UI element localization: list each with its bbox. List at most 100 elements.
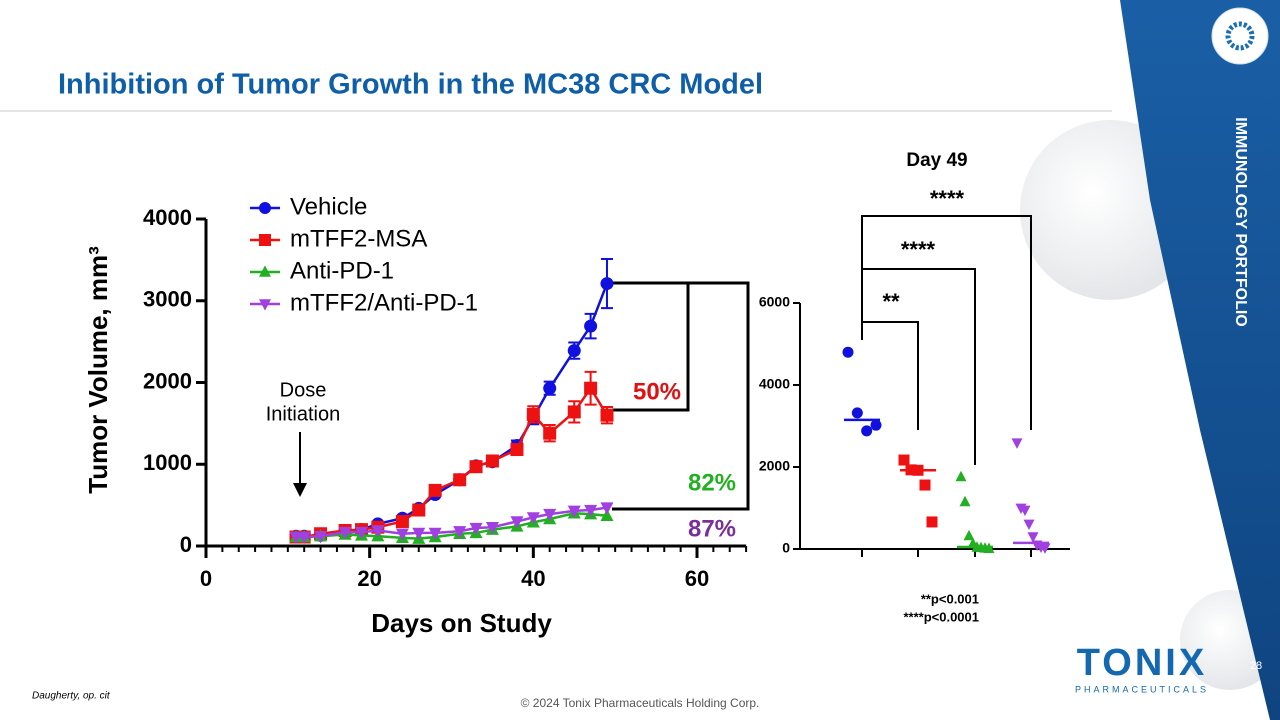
percent-label: 50% (633, 378, 681, 405)
data-point (919, 479, 931, 491)
annotation: Dose (280, 379, 327, 401)
data-point (543, 381, 557, 395)
x-tick-label: 0 (200, 566, 212, 591)
data-point (963, 529, 975, 541)
data-point (526, 407, 540, 421)
data-point (1039, 543, 1051, 554)
significance: ** (882, 289, 900, 314)
legend-marker (259, 202, 271, 214)
data-point (584, 381, 598, 395)
data-point (371, 525, 385, 538)
percent-label: 87% (688, 515, 736, 542)
footnote: **p<0.001 (921, 591, 979, 606)
data-point (600, 277, 614, 291)
x-tick-label: 60 (685, 566, 709, 591)
legend-marker (259, 299, 271, 311)
data-point (584, 319, 598, 333)
data-point (600, 408, 614, 422)
logo-subtext: PHARMACEUTICALS (1075, 684, 1209, 694)
data-point (412, 527, 426, 541)
data-point (412, 503, 426, 517)
legend-label: Vehicle (290, 193, 367, 220)
legend-label: mTFF2-MSA (290, 225, 427, 252)
series-line (296, 512, 608, 540)
data-point (567, 405, 581, 419)
data-point (870, 419, 882, 431)
data-point (510, 516, 524, 529)
data-point (600, 508, 614, 521)
y-tick-label: 2000 (143, 368, 192, 393)
x-tick-label: 20 (357, 566, 381, 591)
y-axis-label: Tumor Volume, mm³ (83, 246, 113, 494)
series-line (296, 506, 608, 539)
significance: **** (930, 186, 965, 211)
data-point (526, 512, 540, 525)
data-point (428, 527, 442, 541)
slide-title: Inhibition of Tumor Growth in the MC38 C… (58, 69, 763, 101)
footnote: ****p<0.0001 (903, 609, 979, 624)
data-point (338, 526, 352, 540)
bracket (612, 281, 690, 412)
data-point (543, 426, 557, 440)
data-point (1027, 532, 1039, 543)
data-point (600, 502, 614, 515)
data-point (428, 483, 442, 497)
data-point (469, 522, 483, 536)
data-point (485, 521, 499, 535)
data-point (1011, 438, 1023, 449)
y-tick-label: 3000 (143, 287, 192, 312)
series-line (296, 283, 609, 538)
page-number: 28 (1250, 660, 1262, 672)
data-point (354, 526, 368, 540)
logo-text: TONIX (1077, 642, 1207, 684)
data-point (543, 508, 557, 522)
logo-badge (1211, 7, 1269, 65)
data-point (926, 516, 938, 528)
data-point (1019, 505, 1031, 517)
legend-label: Anti-PD-1 (290, 257, 394, 284)
y-tick-label: 4000 (759, 376, 790, 392)
data-point (861, 425, 873, 437)
copyright: © 2024 Tonix Pharmaceuticals Holding Cor… (521, 696, 760, 710)
data-point (453, 473, 467, 487)
data-point (584, 504, 598, 518)
y-tick-label: 0 (180, 532, 192, 557)
data-point (289, 531, 303, 545)
data-point (485, 454, 499, 468)
logo-icon (1225, 21, 1255, 51)
side-panel (1120, 0, 1280, 720)
data-point (453, 526, 467, 539)
data-point (851, 407, 863, 419)
y-tick-label: 6000 (759, 294, 790, 310)
series-line (296, 385, 609, 539)
data-point (314, 530, 328, 544)
data-point (469, 460, 483, 474)
percent-label: 82% (688, 469, 736, 496)
data-point (567, 505, 581, 518)
x-axis-label: Days on Study (371, 608, 552, 638)
data-point (395, 528, 409, 541)
y-tick-label: 0 (782, 540, 790, 556)
significance: **** (901, 237, 936, 262)
annotation: Initiation (266, 403, 341, 425)
data-point (1023, 519, 1035, 531)
y-tick-label: 1000 (143, 450, 192, 475)
arrow-head (293, 483, 307, 497)
bracket (862, 321, 919, 430)
source-note: Daugherty, op. cit (32, 691, 111, 702)
side-label: IMMUNOLOGY PORTFOLIO (1232, 117, 1249, 326)
data-point (898, 454, 910, 466)
data-point (955, 470, 967, 482)
data-point (842, 346, 854, 358)
legend-marker (259, 265, 271, 277)
x-tick-label: 40 (521, 566, 545, 591)
data-point (510, 443, 524, 457)
y-tick-label: 2000 (759, 458, 790, 474)
legend-marker (259, 234, 271, 246)
chart-title: Day 49 (906, 150, 967, 171)
y-tick-label: 4000 (143, 205, 192, 230)
data-point (567, 344, 581, 358)
data-point (959, 495, 971, 507)
bracket (861, 215, 1032, 430)
